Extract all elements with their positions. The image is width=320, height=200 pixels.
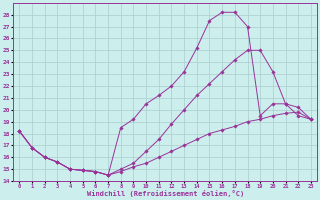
X-axis label: Windchill (Refroidissement éolien,°C): Windchill (Refroidissement éolien,°C): [86, 190, 244, 197]
